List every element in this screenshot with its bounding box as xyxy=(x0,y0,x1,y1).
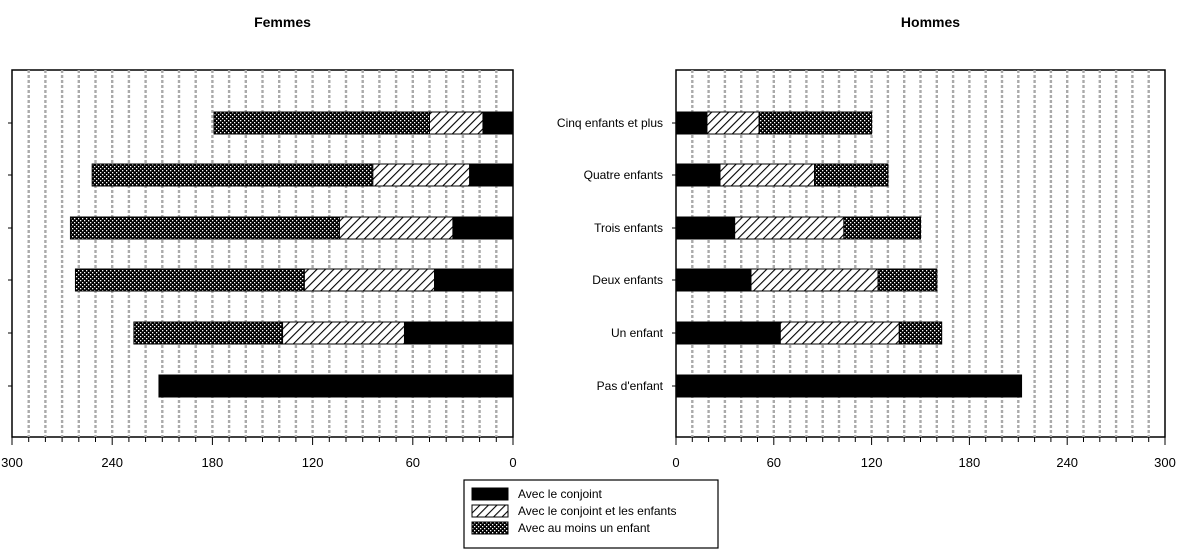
legend-swatch-avec-au-moins-un-enfant xyxy=(471,521,509,535)
bar-hommes-cinq-enfants-et-plus-avec-le-conjoint-et-les-enfants xyxy=(706,111,760,135)
bar-femmes-trois-enfants-avec-le-conjoint xyxy=(452,216,514,240)
bar-hommes-un-enfant-avec-le-conjoint xyxy=(675,321,781,345)
bar-femmes-quatre-enfants-avec-au-moins-un-enfant xyxy=(91,163,374,187)
bar-femmes-pas-d-enfant-avec-le-conjoint xyxy=(158,374,514,398)
legend-label-avec-au-moins-un-enfant: Avec au moins un enfant xyxy=(518,521,651,535)
category-label-cinq-enfants-et-plus: Cinq enfants et plus xyxy=(557,116,663,130)
tick-label-hommes: 0 xyxy=(672,455,679,470)
bar-hommes-trois-enfants-avec-au-moins-un-enfant xyxy=(843,216,922,240)
bar-hommes-un-enfant-avec-au-moins-un-enfant xyxy=(898,321,943,345)
category-label-deux-enfants: Deux enfants xyxy=(592,273,663,287)
bar-femmes-trois-enfants-avec-le-conjoint-et-les-enfants xyxy=(338,216,454,240)
bar-femmes-un-enfant-avec-le-conjoint-et-les-enfants xyxy=(282,321,405,345)
tick-label-femmes: 0 xyxy=(509,455,516,470)
bar-femmes-cinq-enfants-et-plus-avec-le-conjoint xyxy=(482,111,514,135)
bar-hommes-deux-enfants-avec-au-moins-un-enfant xyxy=(877,268,938,292)
bar-hommes-deux-enfants-avec-le-conjoint-et-les-enfants xyxy=(750,268,879,292)
tick-label-hommes: 300 xyxy=(1154,455,1176,470)
bar-hommes-trois-enfants-avec-le-conjoint-et-les-enfants xyxy=(734,216,845,240)
bar-hommes-un-enfant-avec-le-conjoint-et-les-enfants xyxy=(779,321,900,345)
bar-hommes-quatre-enfants-avec-le-conjoint-et-les-enfants xyxy=(719,163,816,187)
bar-hommes-quatre-enfants-avec-au-moins-un-enfant xyxy=(814,163,889,187)
legend-label-avec-le-conjoint-et-les-enfants: Avec le conjoint et les enfants xyxy=(518,504,677,518)
tick-label-femmes: 120 xyxy=(302,455,324,470)
tick-label-femmes: 240 xyxy=(101,455,123,470)
tick-label-hommes: 240 xyxy=(1056,455,1078,470)
bar-hommes-pas-d-enfant-avec-le-conjoint xyxy=(675,374,1023,398)
category-label-pas-d-enfant: Pas d'enfant xyxy=(597,379,664,393)
tick-label-femmes: 60 xyxy=(406,455,420,470)
bar-hommes-quatre-enfants-avec-le-conjoint xyxy=(675,163,721,187)
bar-femmes-deux-enfants-avec-le-conjoint-et-les-enfants xyxy=(303,268,436,292)
panel-title-hommes: Hommes xyxy=(901,14,960,30)
bar-femmes-trois-enfants-avec-au-moins-un-enfant xyxy=(69,216,340,240)
tick-label-hommes: 120 xyxy=(861,455,883,470)
tick-label-hommes: 180 xyxy=(959,455,981,470)
bar-femmes-cinq-enfants-et-plus-avec-au-moins-un-enfant xyxy=(213,111,430,135)
tick-label-femmes: 300 xyxy=(1,455,23,470)
tick-label-hommes: 60 xyxy=(767,455,781,470)
panel-title-femmes: Femmes xyxy=(254,14,311,30)
legend-swatch-avec-le-conjoint-et-les-enfants xyxy=(471,504,509,518)
bar-femmes-deux-enfants-avec-au-moins-un-enfant xyxy=(74,268,305,292)
tick-label-femmes: 180 xyxy=(202,455,224,470)
bar-hommes-deux-enfants-avec-le-conjoint xyxy=(675,268,752,292)
bar-hommes-cinq-enfants-et-plus-avec-le-conjoint xyxy=(675,111,708,135)
bar-hommes-cinq-enfants-et-plus-avec-au-moins-un-enfant xyxy=(758,111,873,135)
category-label-quatre-enfants: Quatre enfants xyxy=(584,168,663,182)
bar-femmes-un-enfant-avec-au-moins-un-enfant xyxy=(133,321,284,345)
bar-hommes-trois-enfants-avec-le-conjoint xyxy=(675,216,736,240)
bar-femmes-quatre-enfants-avec-le-conjoint-et-les-enfants xyxy=(372,163,471,187)
bar-femmes-cinq-enfants-et-plus-avec-le-conjoint-et-les-enfants xyxy=(429,111,484,135)
bar-femmes-deux-enfants-avec-le-conjoint xyxy=(434,268,514,292)
category-label-trois-enfants: Trois enfants xyxy=(594,221,663,235)
category-label-un-enfant: Un enfant xyxy=(611,326,664,340)
bar-femmes-quatre-enfants-avec-le-conjoint xyxy=(469,163,514,187)
legend-label-avec-le-conjoint: Avec le conjoint xyxy=(518,487,602,501)
bar-femmes-un-enfant-avec-le-conjoint xyxy=(403,321,514,345)
legend-swatch-avec-le-conjoint xyxy=(471,487,509,501)
